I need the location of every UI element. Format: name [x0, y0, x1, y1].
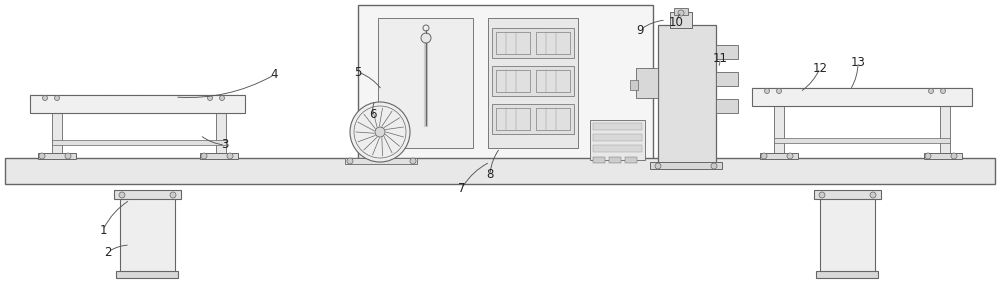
Circle shape [678, 10, 684, 16]
Bar [52, 140, 226, 145]
Circle shape [951, 153, 957, 159]
Circle shape [819, 192, 825, 198]
Bar [716, 72, 738, 86]
Bar [636, 68, 658, 98]
Bar [492, 104, 574, 134]
Bar [609, 157, 621, 163]
Bar [650, 162, 722, 169]
Circle shape [347, 158, 353, 164]
Text: 5: 5 [354, 65, 362, 78]
Text: 4: 4 [270, 68, 278, 81]
Circle shape [870, 192, 876, 198]
Bar [114, 190, 181, 199]
Bar [30, 95, 245, 113]
Bar [378, 18, 473, 148]
Bar [940, 106, 950, 158]
Text: 10: 10 [669, 16, 683, 29]
Bar [752, 88, 972, 106]
Bar [216, 113, 226, 158]
Text: 9: 9 [636, 23, 644, 36]
Circle shape [39, 153, 45, 159]
Circle shape [42, 95, 48, 101]
Bar [590, 120, 645, 160]
Bar [492, 66, 574, 96]
Circle shape [711, 163, 717, 169]
Bar [496, 70, 530, 92]
Bar [760, 153, 798, 159]
Bar [774, 106, 784, 158]
Bar [924, 153, 962, 159]
Bar [820, 196, 875, 274]
Circle shape [54, 95, 60, 101]
Bar [116, 271, 178, 278]
Bar [358, 5, 653, 160]
Text: 2: 2 [104, 246, 112, 258]
Circle shape [201, 153, 207, 159]
Bar [716, 99, 738, 113]
Text: 7: 7 [458, 181, 466, 195]
Bar [716, 45, 738, 59]
Bar [625, 157, 637, 163]
Circle shape [170, 192, 176, 198]
Bar [120, 196, 175, 274]
Bar [536, 32, 570, 54]
Text: 8: 8 [486, 168, 494, 181]
Bar [5, 158, 995, 184]
Bar [488, 18, 578, 148]
Circle shape [655, 163, 661, 169]
Bar [536, 70, 570, 92]
Circle shape [227, 153, 233, 159]
Circle shape [928, 88, 934, 94]
Bar [492, 28, 574, 58]
Bar [658, 25, 716, 165]
Bar [345, 158, 417, 164]
Circle shape [410, 158, 416, 164]
Text: 11: 11 [712, 51, 728, 64]
Circle shape [776, 88, 782, 94]
Circle shape [940, 88, 946, 94]
Bar [496, 32, 530, 54]
Bar [593, 134, 642, 141]
Circle shape [761, 153, 767, 159]
Bar [674, 8, 688, 15]
Bar [816, 271, 878, 278]
Bar [593, 145, 642, 152]
Bar [536, 108, 570, 130]
Bar [670, 12, 692, 28]
Text: 6: 6 [369, 109, 377, 122]
Circle shape [925, 153, 931, 159]
Text: 1: 1 [99, 223, 107, 237]
Bar [200, 153, 238, 159]
Bar [593, 123, 642, 130]
Bar [593, 157, 605, 163]
Circle shape [208, 95, 212, 101]
Text: 3: 3 [221, 139, 229, 151]
Circle shape [765, 88, 770, 94]
Bar [38, 153, 76, 159]
Circle shape [421, 33, 431, 43]
Circle shape [375, 127, 385, 137]
Circle shape [350, 102, 410, 162]
Circle shape [119, 192, 125, 198]
Bar [496, 108, 530, 130]
Text: 12: 12 [812, 61, 828, 74]
Bar [630, 80, 638, 90]
Circle shape [787, 153, 793, 159]
Circle shape [220, 95, 224, 101]
Bar [52, 113, 62, 158]
Bar [774, 138, 950, 143]
Text: 13: 13 [851, 56, 865, 68]
Circle shape [65, 153, 71, 159]
Bar [814, 190, 881, 199]
